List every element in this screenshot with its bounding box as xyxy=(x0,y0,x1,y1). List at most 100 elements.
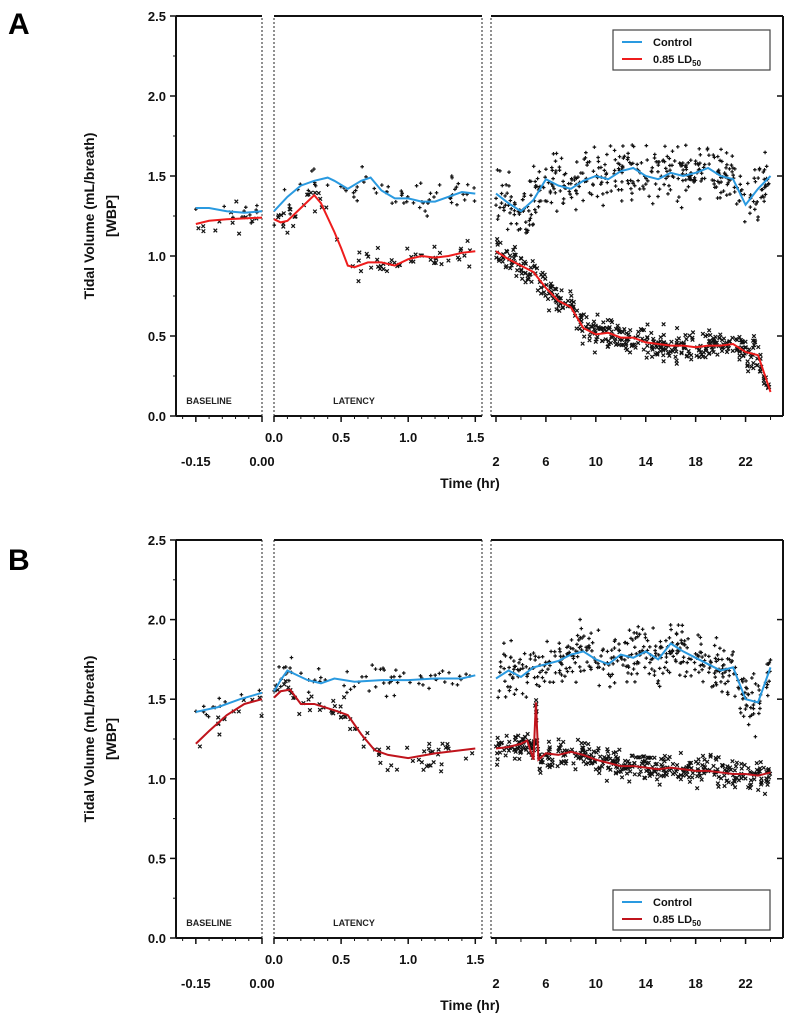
scatter-point xyxy=(754,363,760,368)
scatter-point xyxy=(508,211,512,215)
scatter-point xyxy=(495,168,500,172)
scatter-point xyxy=(637,187,642,191)
scatter-point xyxy=(636,661,641,665)
scatter-point xyxy=(655,350,660,356)
scatter-point xyxy=(684,772,689,778)
scatter-point xyxy=(668,623,673,627)
scatter-point xyxy=(567,189,572,194)
scatter-point xyxy=(761,765,766,771)
scatter-point xyxy=(684,188,688,193)
scatter-point xyxy=(650,347,655,352)
scatter-point xyxy=(439,762,444,767)
scatter-point xyxy=(633,680,637,684)
scatter-point xyxy=(290,223,296,229)
scatter-point xyxy=(507,665,511,670)
scatter-point xyxy=(520,662,525,667)
scatter-point xyxy=(599,654,603,658)
scatter-point xyxy=(502,666,506,671)
x-tick-label: 22 xyxy=(738,454,752,469)
scatter-point xyxy=(494,196,498,201)
scatter-point xyxy=(738,182,743,187)
scatter-point xyxy=(234,199,239,204)
legend-label-subscript: 50 xyxy=(692,59,701,68)
scatter-point xyxy=(681,161,685,165)
scatter-point xyxy=(507,688,512,693)
scatter-point xyxy=(711,153,716,157)
scatter-point xyxy=(399,189,404,193)
scatter-point xyxy=(724,193,729,197)
scatter-point xyxy=(440,669,445,673)
scatter-point xyxy=(585,660,589,664)
scatter-point xyxy=(626,665,631,670)
scatter-point xyxy=(587,191,592,195)
scatter-point xyxy=(727,673,732,678)
scatter-point xyxy=(540,654,545,659)
scatter-point xyxy=(352,195,356,199)
y-axis-title: Tidal Volume (mL/breath) xyxy=(81,133,97,300)
scatter-point xyxy=(281,682,287,687)
scatter-point xyxy=(718,158,722,163)
scatter-point xyxy=(587,664,592,669)
scatter-point xyxy=(726,679,730,684)
scatter-point xyxy=(570,669,575,674)
segment-label-baseline: BASELINE xyxy=(186,396,232,406)
scatter-point xyxy=(734,202,739,206)
scatter-point xyxy=(613,179,618,183)
scatter-point xyxy=(345,669,349,674)
scatter-point xyxy=(325,183,330,187)
scatter-point xyxy=(554,307,559,312)
scatter-point xyxy=(719,348,725,354)
legend: Control 0.85 LD50 xyxy=(612,29,771,71)
scatter-point xyxy=(738,174,743,179)
scatter-point xyxy=(559,673,564,677)
scatter-point xyxy=(543,276,548,282)
scatter-point xyxy=(341,695,347,700)
scatter-point xyxy=(576,638,581,642)
scatter-point xyxy=(494,762,500,767)
scatter-point xyxy=(540,668,545,673)
scatter-point xyxy=(546,667,550,671)
scatter-point xyxy=(752,339,758,345)
scatter-point xyxy=(514,687,519,692)
scatter-point xyxy=(613,157,618,162)
scatter-point xyxy=(705,147,710,152)
scatter-point xyxy=(748,211,752,216)
scatter-point xyxy=(583,156,588,160)
scatter-point xyxy=(685,660,690,665)
scatter-point xyxy=(410,758,416,764)
y-tick-label: 0.5 xyxy=(148,851,166,866)
scatter-point xyxy=(715,781,721,786)
scatter-point xyxy=(612,646,617,650)
scatter-point xyxy=(658,338,663,344)
scatter-point xyxy=(595,312,600,317)
scatter-point xyxy=(764,685,769,690)
x-tick-label: 0.00 xyxy=(249,454,274,469)
scatter-point xyxy=(599,764,605,769)
scatter-point xyxy=(574,189,578,193)
scatter-point xyxy=(423,209,427,213)
scatter-point xyxy=(508,198,513,203)
scatter-point xyxy=(431,260,437,266)
scatter-point xyxy=(411,201,416,205)
scatter-point xyxy=(338,704,343,709)
scatter-point xyxy=(676,176,681,181)
scatter-point xyxy=(550,760,555,765)
scatter-point xyxy=(686,160,691,165)
scatter-point xyxy=(401,671,406,675)
scatter-point xyxy=(674,349,679,354)
scatter-point xyxy=(688,352,694,358)
scatter-point xyxy=(629,652,634,657)
scatter-point xyxy=(498,169,502,173)
scatter-point xyxy=(625,641,630,646)
scatter-point xyxy=(630,638,635,642)
scatter-point xyxy=(674,338,680,343)
scatter-point xyxy=(654,159,659,164)
scatter-point xyxy=(721,675,725,679)
scatter-point xyxy=(503,753,508,758)
scatter-point xyxy=(587,160,592,164)
scatter-point xyxy=(534,682,539,687)
scatter-point xyxy=(585,648,589,652)
scatter-point xyxy=(553,670,558,675)
scatter-point xyxy=(527,223,532,227)
scatter-point xyxy=(601,326,606,332)
